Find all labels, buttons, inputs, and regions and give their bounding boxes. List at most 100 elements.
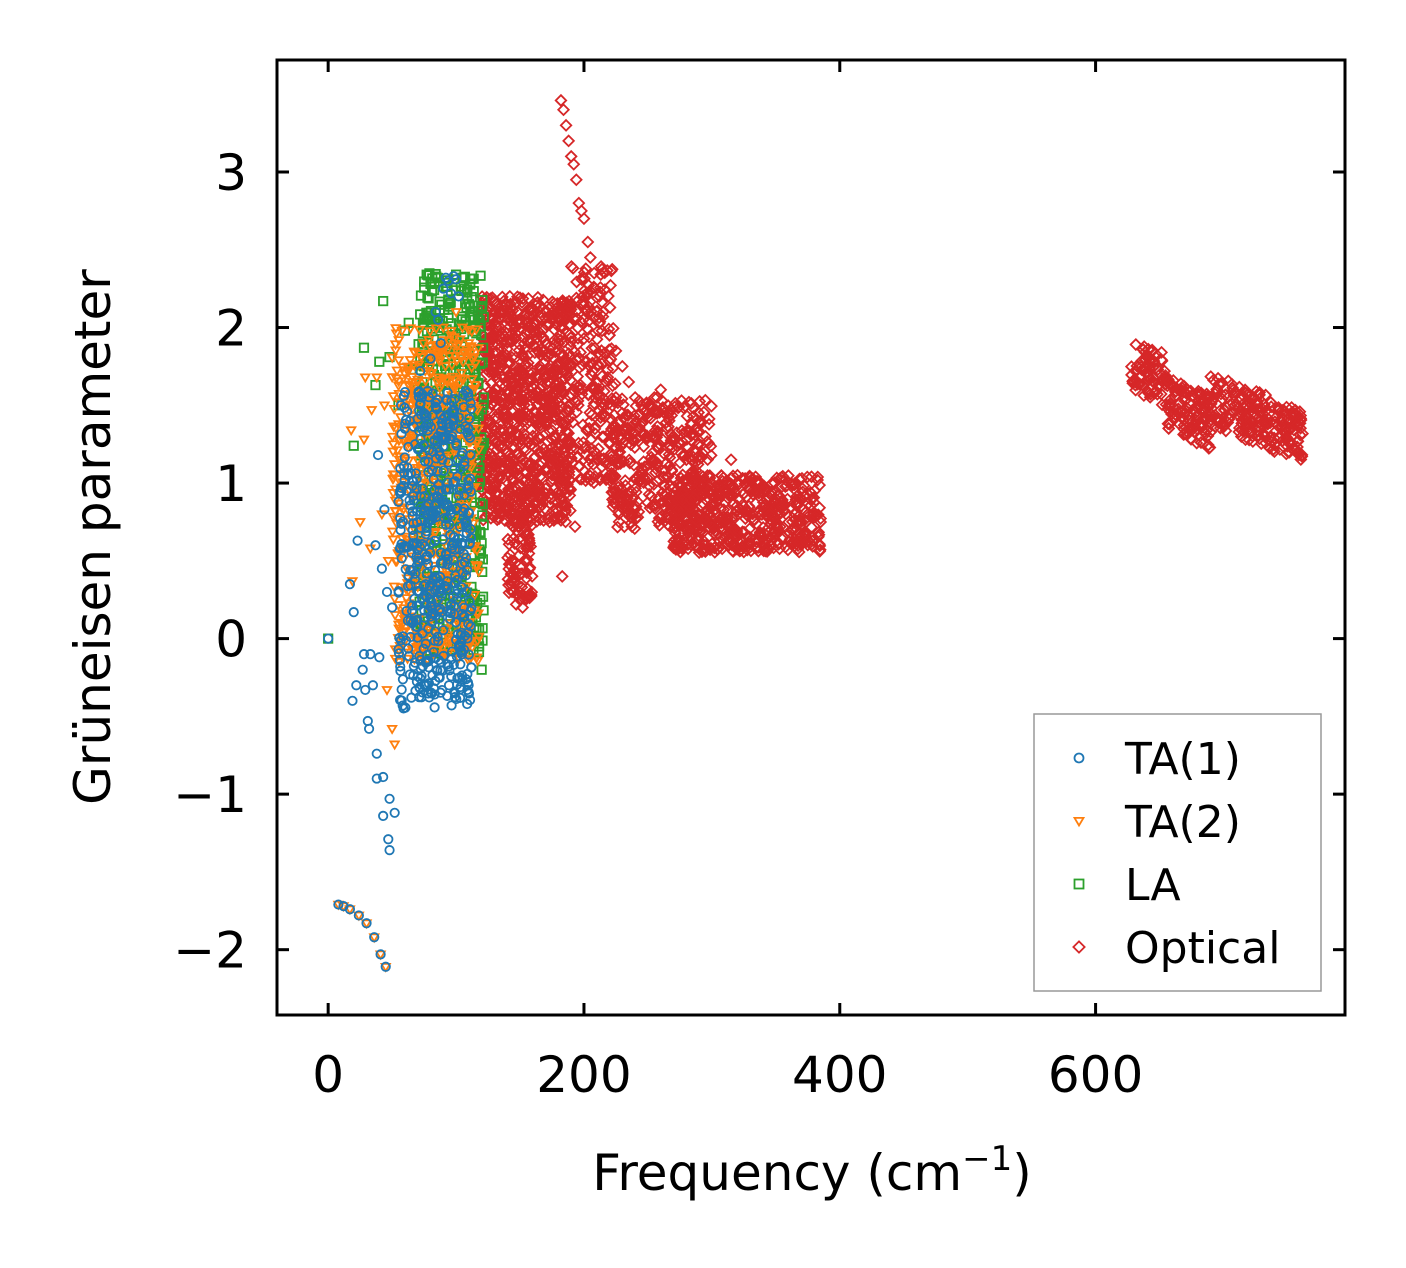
data-point	[441, 519, 452, 531]
x-tick-label: 200	[536, 1046, 631, 1104]
data-point	[607, 427, 621, 441]
data-point	[465, 463, 478, 473]
data-point	[382, 556, 395, 567]
data-point	[416, 631, 428, 641]
data-point	[395, 542, 406, 553]
data-point	[653, 405, 667, 419]
data-point	[416, 670, 427, 682]
data-point	[423, 456, 434, 467]
data-point	[429, 527, 442, 538]
data-point	[477, 554, 488, 565]
data-point	[461, 586, 472, 597]
data-point	[465, 486, 477, 497]
data-point	[477, 342, 489, 353]
data-point	[417, 424, 428, 435]
data-point	[449, 544, 460, 555]
data-point	[487, 330, 501, 344]
data-point	[460, 421, 471, 432]
data-point	[705, 537, 719, 551]
data-point	[441, 549, 452, 560]
legend-marker	[1073, 752, 1085, 764]
data-point	[594, 389, 608, 403]
data-point	[571, 398, 585, 412]
data-point	[641, 496, 655, 510]
data-point	[615, 359, 629, 373]
data-point	[404, 356, 416, 366]
data-point	[393, 648, 405, 659]
data-point	[400, 594, 413, 605]
data-point	[770, 471, 784, 485]
data-point	[740, 508, 754, 522]
data-point	[392, 377, 405, 388]
data-point	[528, 406, 543, 420]
data-point	[409, 417, 421, 427]
data-point	[407, 475, 418, 486]
data-point	[429, 484, 440, 496]
data-point	[448, 375, 460, 386]
data-point	[632, 469, 646, 483]
data-point	[739, 490, 754, 504]
data-point	[1218, 388, 1232, 402]
data-point	[476, 484, 490, 498]
data-point	[386, 353, 399, 364]
data-point	[386, 432, 399, 443]
data-point	[583, 251, 597, 265]
data-point	[419, 478, 432, 489]
data-point	[358, 649, 370, 660]
data-point	[353, 910, 364, 921]
data-point	[410, 439, 421, 450]
data-point	[436, 380, 448, 391]
legend-entry: LA	[1073, 860, 1181, 911]
data-point	[501, 410, 515, 424]
data-point	[647, 390, 661, 405]
data-point	[813, 478, 827, 492]
data-point	[478, 392, 489, 403]
data-point	[522, 546, 536, 560]
data-point	[538, 311, 552, 325]
data-point	[603, 328, 617, 342]
data-point	[502, 586, 516, 600]
data-point	[403, 317, 414, 328]
data-point	[799, 515, 813, 529]
data-point	[680, 409, 694, 423]
data-point	[383, 834, 394, 845]
data-point	[698, 429, 713, 443]
data-point	[462, 427, 473, 438]
data-point	[439, 362, 452, 373]
data-point	[813, 544, 827, 558]
data-point	[561, 433, 575, 447]
data-point	[471, 636, 484, 647]
data-point	[1262, 407, 1276, 421]
data-point	[450, 504, 461, 515]
data-point	[450, 570, 461, 581]
data-point	[677, 448, 691, 462]
data-point	[401, 362, 414, 373]
data-point	[1196, 404, 1210, 418]
data-point	[456, 323, 469, 334]
data-point	[474, 476, 486, 487]
data-point	[402, 581, 414, 592]
data-point	[492, 468, 506, 482]
data-point	[360, 919, 373, 930]
data-point	[581, 323, 595, 337]
data-point	[1129, 338, 1143, 352]
data-point	[406, 431, 419, 442]
data-point	[621, 408, 635, 422]
y-tick-label: 0	[215, 611, 247, 669]
data-point	[508, 359, 522, 373]
data-point	[682, 395, 696, 409]
data-point	[408, 519, 421, 530]
data-point	[1287, 407, 1301, 421]
data-point	[718, 484, 732, 498]
data-point	[1209, 412, 1223, 426]
data-point	[419, 377, 432, 387]
x-axis-label-tail: )	[1012, 1144, 1032, 1202]
data-point	[679, 424, 693, 438]
data-point	[596, 406, 610, 420]
data-point	[361, 918, 372, 929]
data-point	[686, 450, 700, 464]
data-point	[360, 684, 371, 696]
data-point	[637, 460, 652, 474]
